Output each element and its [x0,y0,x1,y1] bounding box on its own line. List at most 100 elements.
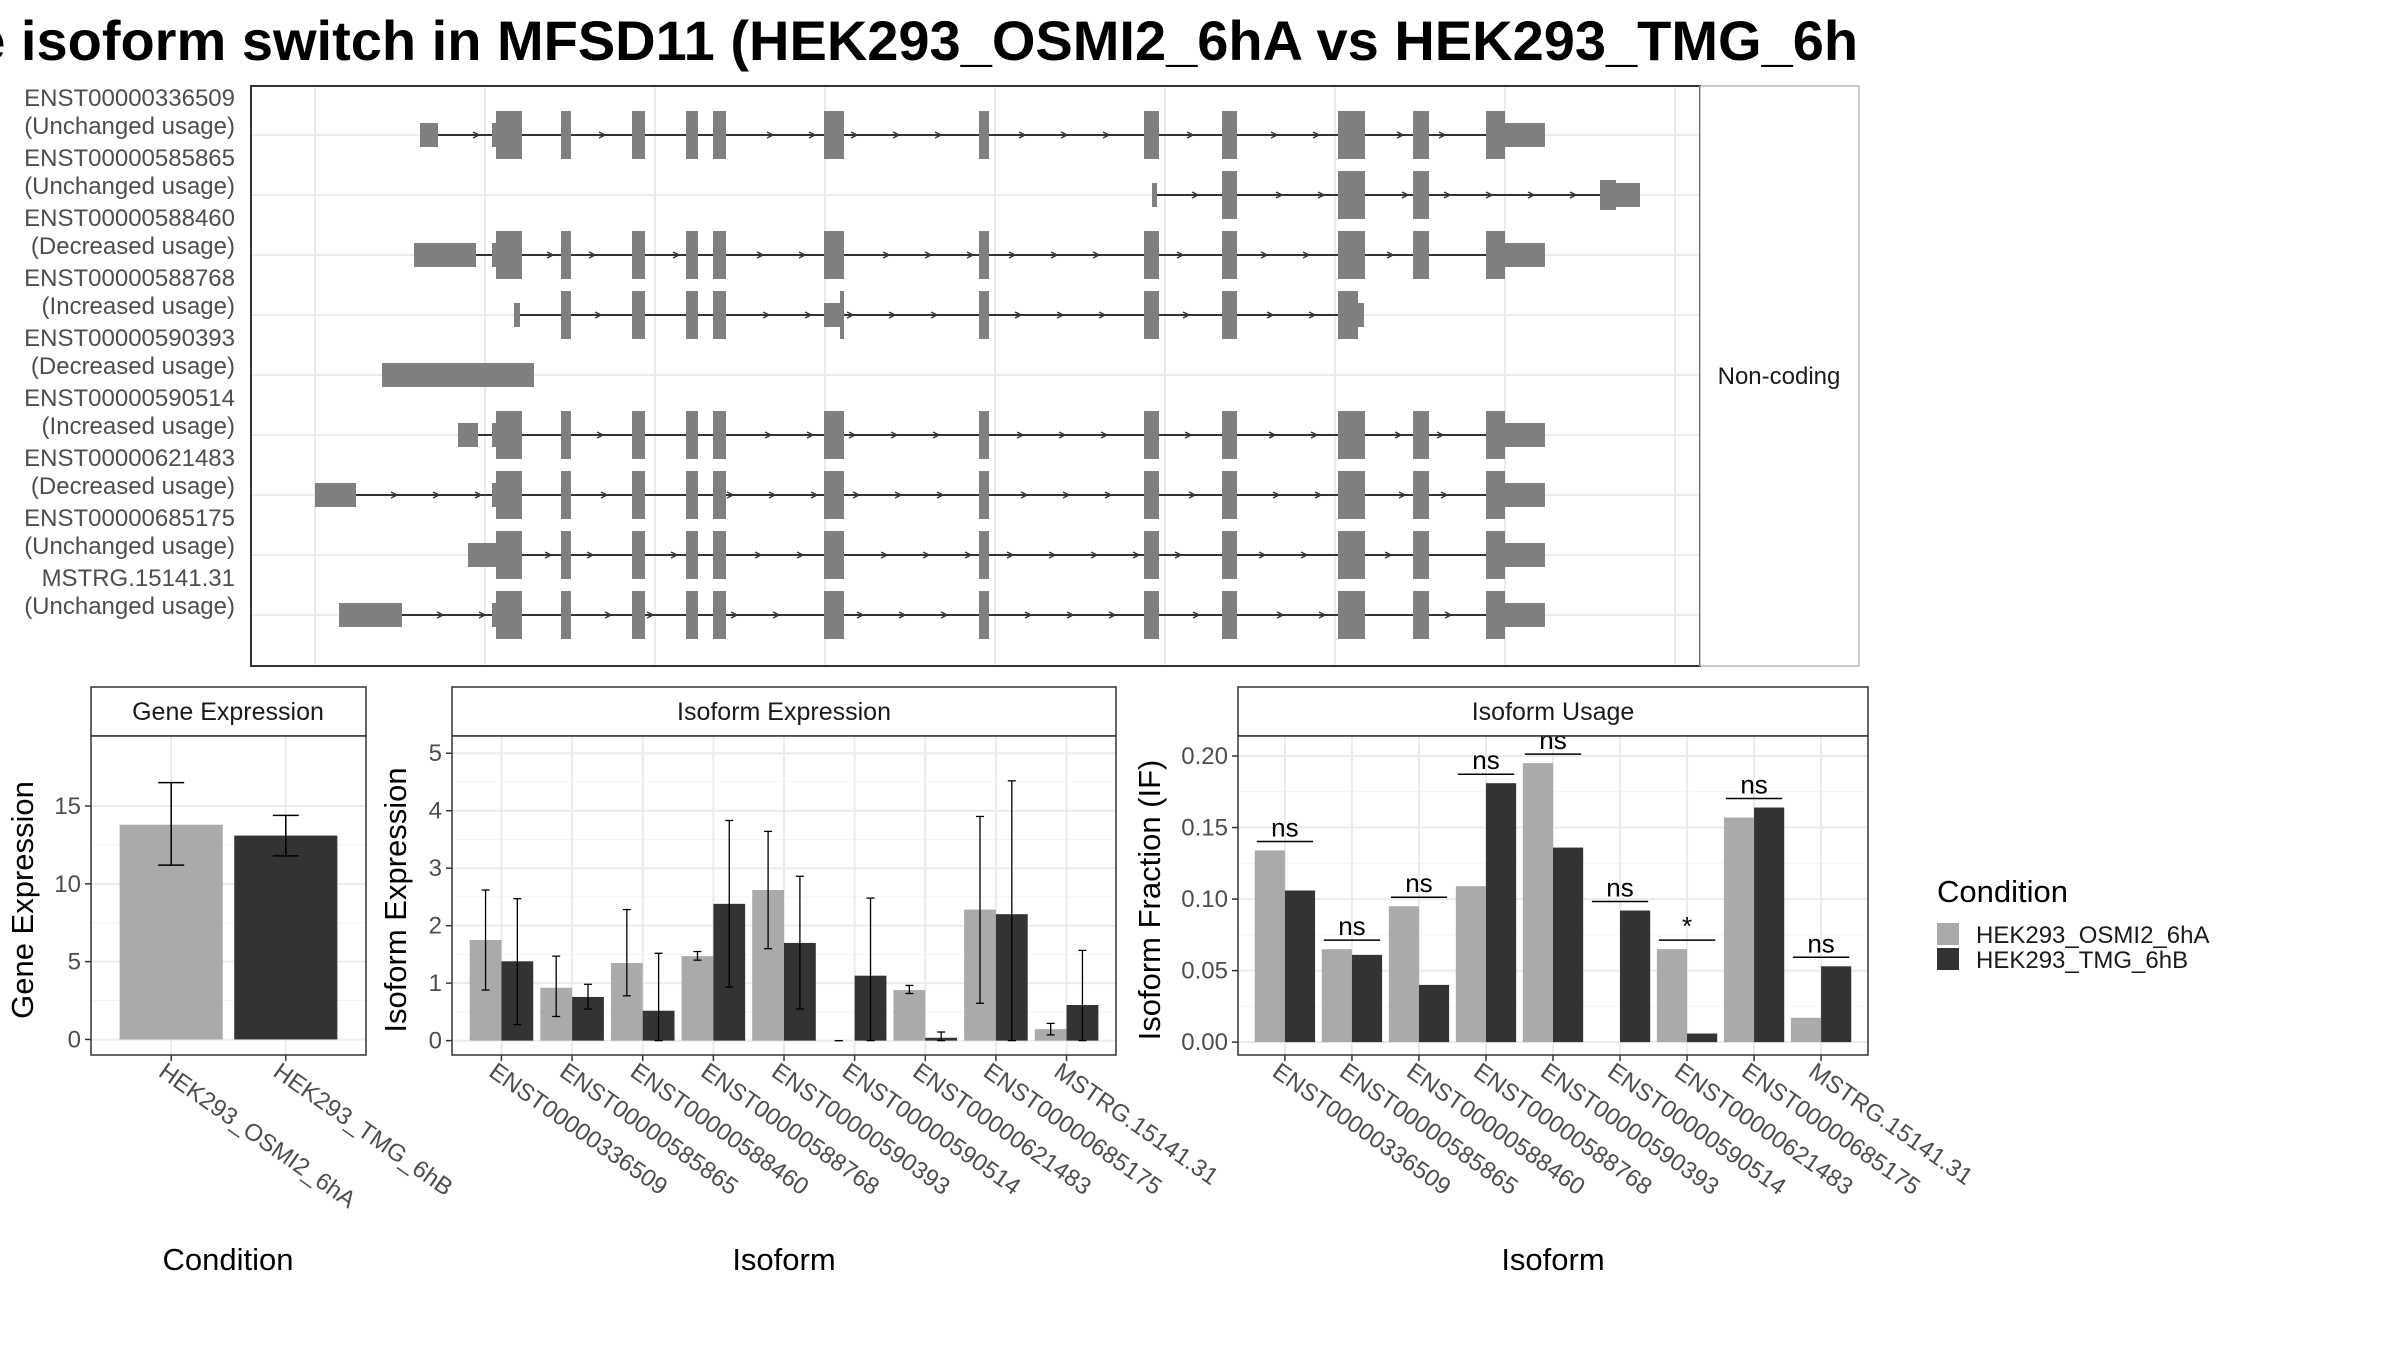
intron-direction-arrow [848,431,857,439]
intron-direction-arrow [1188,491,1197,499]
gene-expression-strip [90,686,367,737]
coding-exon [979,591,989,639]
bar [893,990,926,1041]
intron-direction-arrow [598,131,607,139]
intron-direction-arrow [1275,191,1284,199]
isoform-expression-title: Isoform Expression [677,698,891,726]
transcript-labels: ENST00000336509(Unchanged usage)ENST0000… [24,85,235,620]
coding-exon [713,291,726,339]
intron-direction-arrow [1398,491,1407,499]
coding-exon [713,531,726,579]
intron-direction-arrow [1060,131,1069,139]
bar [1284,890,1316,1043]
intron-direction-arrow [1444,611,1453,619]
intron-direction-arrow [936,491,945,499]
intron-direction-arrow [1276,611,1285,619]
intron-direction-arrow [596,431,605,439]
y-tick-label: 0 [68,1026,81,1053]
intron-direction-arrow [880,551,889,559]
intron-direction-arrow [1182,311,1191,319]
intron-direction-arrow [1008,251,1017,259]
coding-exon [979,291,989,339]
intron-direction-arrow [1066,611,1075,619]
intron-direction-arrow [1436,431,1445,439]
intron-direction-arrow [882,251,891,259]
isoform-usage-xlabel: Isoform [1501,1242,1604,1277]
intron-direction-arrow [1310,431,1319,439]
intron-direction-arrow [754,551,763,559]
intron-direction-arrow [764,431,773,439]
intron-direction-arrow [850,131,859,139]
coding-exon [824,111,844,159]
transcript-id-label: ENST00000588460 [24,205,235,232]
intron-direction-arrow [1440,491,1449,499]
utr-exon [339,603,402,627]
intron-direction-arrow [1056,311,1065,319]
transcript-row [458,411,1545,459]
intron-direction-arrow [898,611,907,619]
intron-direction-arrow [894,491,903,499]
coding-exon [1338,471,1365,519]
intron-direction-arrow [810,491,819,499]
coding-exon [840,291,844,339]
transcript-usage-label: (Unchanged usage) [24,593,235,620]
y-tick-label: 2 [429,913,442,940]
coding-exon [979,231,989,279]
bar [1455,886,1486,1043]
coding-exon [1338,411,1365,459]
y-tick-label: 0.05 [1181,958,1228,985]
intron-direction-arrow [588,251,597,259]
intron-direction-arrow [796,551,805,559]
utr-exon [1152,183,1157,207]
intron-direction-arrow [1317,191,1326,199]
coding-exon [1222,111,1237,159]
non-coding-strip-label: Non-coding [1718,363,1841,390]
coding-exon [632,291,645,339]
coding-exon [1144,591,1159,639]
utr-exon [458,423,478,447]
coding-exon [1222,471,1237,519]
utr-exon [824,303,840,327]
transcript-id-label: ENST00000621483 [24,445,235,472]
intron-direction-arrow [1396,131,1405,139]
intron-direction-arrow [852,491,861,499]
coding-exon [1338,591,1365,639]
intron-direction-arrow [1192,611,1201,619]
coding-exon [1600,180,1616,210]
coding-exon [1413,531,1429,579]
utr-exon [1505,123,1545,147]
coding-exon [1413,111,1429,159]
legend-label-tmg: HEK293_TMG_6hB [1976,947,2188,974]
transcript-row [315,471,1545,519]
intron-direction-arrow [646,611,655,619]
coding-exon [1413,591,1429,639]
bar [1754,807,1785,1043]
coding-exon [1338,111,1365,159]
significance-label: ns [1606,873,1633,903]
intron-direction-arrow [808,131,817,139]
utr-exon [1505,543,1545,567]
coding-exon [1144,531,1159,579]
intron-direction-arrow [594,311,603,319]
non-coding-strip [1699,85,1860,667]
coding-exon [1338,231,1365,279]
transcript-row [1152,171,1640,219]
intron-direction-arrow [1438,131,1447,139]
coding-exon [1144,411,1159,459]
coding-exon [632,531,645,579]
coding-exon [632,411,645,459]
transcript-row [468,531,1545,579]
intron-direction-arrow [1102,131,1111,139]
bar [1485,783,1517,1043]
intron-direction-arrow [730,611,739,619]
utr-exon [1505,603,1545,627]
coding-exon [1222,591,1237,639]
intron-direction-arrow [798,251,807,259]
intron-direction-arrow [1272,491,1281,499]
coding-exon [1352,171,1365,219]
intron-direction-arrow [846,311,855,319]
bar [681,956,714,1041]
coding-exon [1222,531,1237,579]
bar [1522,763,1553,1043]
intron-direction-arrow [1569,191,1578,199]
